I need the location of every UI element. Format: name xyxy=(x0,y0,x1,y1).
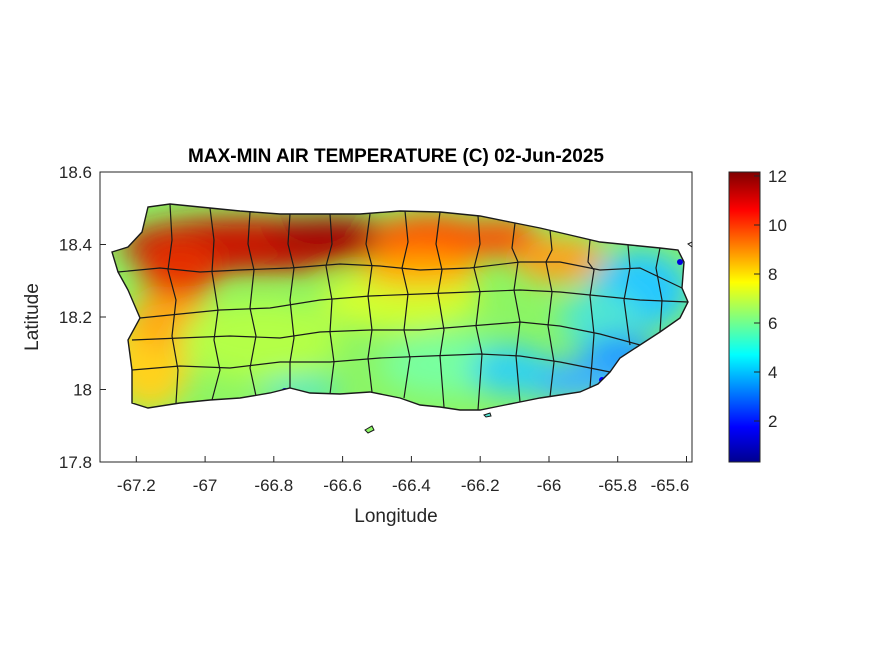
x-tick-label: -66 xyxy=(537,476,562,495)
x-tick-label: -65.6 xyxy=(651,476,690,495)
x-tick-label: -65.8 xyxy=(598,476,637,495)
y-tick-label: 18.6 xyxy=(59,163,92,182)
colorbar-tick-label: 10 xyxy=(768,216,787,235)
colorbar: 12 10 8 6 4 2 xyxy=(728,167,787,463)
y-axis: 18.6 18.4 18.2 18 17.8 Latitude xyxy=(22,163,106,472)
y-tick-label: 18.2 xyxy=(59,308,92,327)
y-axis-label: Latitude xyxy=(22,283,43,351)
x-tick-label: -66.6 xyxy=(323,476,362,495)
map-title: MAX-MIN AIR TEMPERATURE (C) 02-Jun-2025 xyxy=(188,146,604,167)
x-axis-label: Longitude xyxy=(354,506,437,527)
x-tick-label: -67.2 xyxy=(117,476,156,495)
y-tick-label: 17.8 xyxy=(59,453,92,472)
colorbar-tick-label: 8 xyxy=(768,265,777,284)
colorbar-tick-label: 2 xyxy=(768,412,777,431)
y-tick-label: 18 xyxy=(73,381,92,400)
temperature-field xyxy=(112,204,688,410)
colorbar-tick-label: 4 xyxy=(768,363,777,382)
offshore-islands xyxy=(364,241,693,434)
colorbar-gradient xyxy=(728,171,761,463)
x-axis: -67.2 -67 -66.8 -66.6 -66.4 -66.2 -66 -6… xyxy=(117,456,689,527)
x-tick-label: -67 xyxy=(193,476,218,495)
colorbar-tick-label: 6 xyxy=(768,314,777,333)
municipality-boundaries xyxy=(111,203,689,411)
x-tick-label: -66.2 xyxy=(461,476,500,495)
x-tick-label: -66.4 xyxy=(392,476,431,495)
y-tick-label: 18.4 xyxy=(59,236,92,255)
colorbar-tick-label: 12 xyxy=(768,167,787,186)
x-tick-label: -66.8 xyxy=(254,476,293,495)
